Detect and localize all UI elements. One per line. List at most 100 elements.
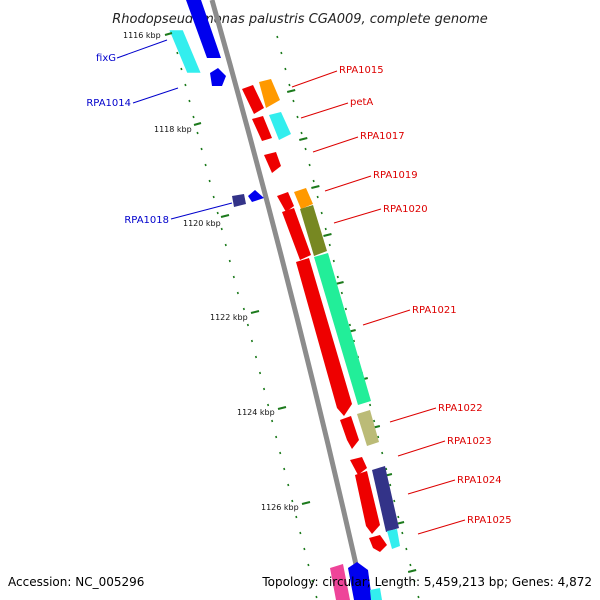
tick-mark (295, 515, 298, 519)
tick-mark (311, 185, 320, 189)
gene-RPA1018b[interactable] (248, 190, 264, 202)
gene-RPA1024-navy[interactable] (372, 466, 399, 532)
tick-mark (196, 131, 199, 135)
map-title: Rhodopseudomonas palustris CGA009, compl… (112, 12, 488, 27)
tick-mark (284, 67, 287, 71)
tick-mark (311, 579, 314, 583)
tick-mark (280, 51, 283, 55)
tick-mark (258, 371, 262, 375)
gene-RPA1014[interactable] (210, 68, 226, 86)
tick-mark (212, 195, 215, 199)
tick-mark (200, 147, 203, 151)
tick-mark (236, 291, 239, 295)
tick-mark (192, 115, 195, 119)
reverse-labels: fixG RPA1014 RPA1018 (86, 39, 233, 226)
gene-RPA1020[interactable] (282, 208, 311, 260)
tick-mark (323, 233, 332, 237)
tick-mark (401, 531, 404, 535)
tick-mark (405, 547, 408, 551)
gene-next-pink[interactable] (330, 564, 350, 600)
tick-mark (299, 531, 302, 535)
gene-RPA1019-orange[interactable] (294, 188, 313, 209)
gene-label[interactable]: RPA1014 (86, 98, 131, 109)
gene-label[interactable]: RPA1019 (373, 170, 418, 181)
gene-RPA1020-olive[interactable] (300, 205, 327, 256)
tick-mark (385, 467, 388, 471)
tick-mark (204, 163, 207, 167)
tick-mark (188, 99, 191, 103)
tick-mark (242, 307, 245, 311)
tick-mark (288, 83, 291, 87)
genome-backbone (209, 0, 367, 600)
gene-label[interactable]: RPA1025 (467, 515, 512, 526)
tick-mark (373, 419, 376, 423)
scale-label: 1124 kbp (237, 408, 275, 417)
gene-label[interactable]: fixG (96, 53, 116, 64)
scale-label: 1126 kbp (261, 503, 299, 512)
tick-mark (271, 419, 274, 423)
tick-mark (208, 179, 211, 183)
tick-mark (250, 339, 254, 343)
gene-label[interactable]: RPA1024 (457, 475, 502, 486)
tick-mark (283, 467, 286, 471)
gene-fixG-partner[interactable] (186, 0, 221, 58)
tick-mark (344, 307, 347, 311)
tick-mark (303, 547, 306, 551)
gene-RPA1019[interactable] (277, 192, 294, 212)
gene-label[interactable]: RPA1023 (447, 436, 492, 447)
tick-mark (413, 579, 416, 583)
tick-mark (369, 403, 372, 407)
gene-RPA1021-red[interactable] (296, 258, 352, 416)
tick-mark (224, 243, 227, 247)
gene-label[interactable]: RPA1020 (383, 204, 428, 215)
tick-mark (308, 163, 311, 167)
gene-RPA1024[interactable] (355, 471, 380, 534)
tick-mark (352, 339, 356, 343)
gene-label[interactable]: RPA1021 (412, 305, 457, 316)
gene-RPA1018[interactable] (232, 194, 246, 207)
scale-label: 1122 kbp (210, 313, 248, 322)
gene-RPA1015-orange[interactable] (259, 79, 280, 108)
gene-RPA1023[interactable] (350, 457, 367, 475)
scale-ticks (164, 32, 311, 505)
gene-label[interactable]: RPA1022 (438, 403, 483, 414)
gene-next-cyan[interactable] (370, 588, 382, 600)
gene-RPA1022[interactable] (340, 416, 359, 449)
tick-mark (312, 179, 315, 183)
tick-mark (307, 563, 310, 567)
topology-text: Topology: circular; Length: 5,459,213 bp… (261, 575, 592, 589)
gene-RPA1025-cyan[interactable] (387, 529, 400, 549)
tick-mark (176, 51, 179, 55)
tick-mark (328, 243, 331, 247)
tick-mark (263, 387, 266, 391)
gene-fixG[interactable] (168, 29, 202, 74)
scale-label: 1116 kbp (123, 31, 161, 40)
tick-mark (180, 67, 183, 71)
gene-petA[interactable] (252, 116, 272, 141)
gene-label[interactable]: RPA1018 (124, 215, 169, 226)
gene-next-blue[interactable] (348, 562, 372, 600)
gene-RPA1025[interactable] (369, 535, 387, 552)
gene-RPA1022-khaki[interactable] (357, 410, 379, 446)
gene-label[interactable]: petA (350, 97, 373, 108)
tick-mark (324, 227, 327, 231)
tick-mark (299, 137, 308, 141)
gene-RPA1015[interactable] (242, 85, 264, 114)
tick-mark (336, 275, 339, 279)
tick-mark (246, 323, 249, 327)
tick-mark (316, 195, 319, 199)
gene-petA-cyan[interactable] (269, 112, 291, 140)
tick-mark (232, 275, 235, 279)
gene-RPA1017[interactable] (264, 152, 281, 173)
tick-mark (332, 259, 335, 263)
gene-label[interactable]: RPA1017 (360, 131, 405, 142)
tick-mark (397, 515, 400, 519)
tick-mark (184, 83, 187, 87)
tick-mark (228, 259, 231, 263)
tick-mark (407, 569, 417, 573)
gene-label[interactable]: RPA1015 (339, 65, 384, 76)
tick-mark (275, 435, 278, 439)
gene-RPA1021[interactable] (314, 253, 371, 405)
tick-mark (267, 403, 270, 407)
